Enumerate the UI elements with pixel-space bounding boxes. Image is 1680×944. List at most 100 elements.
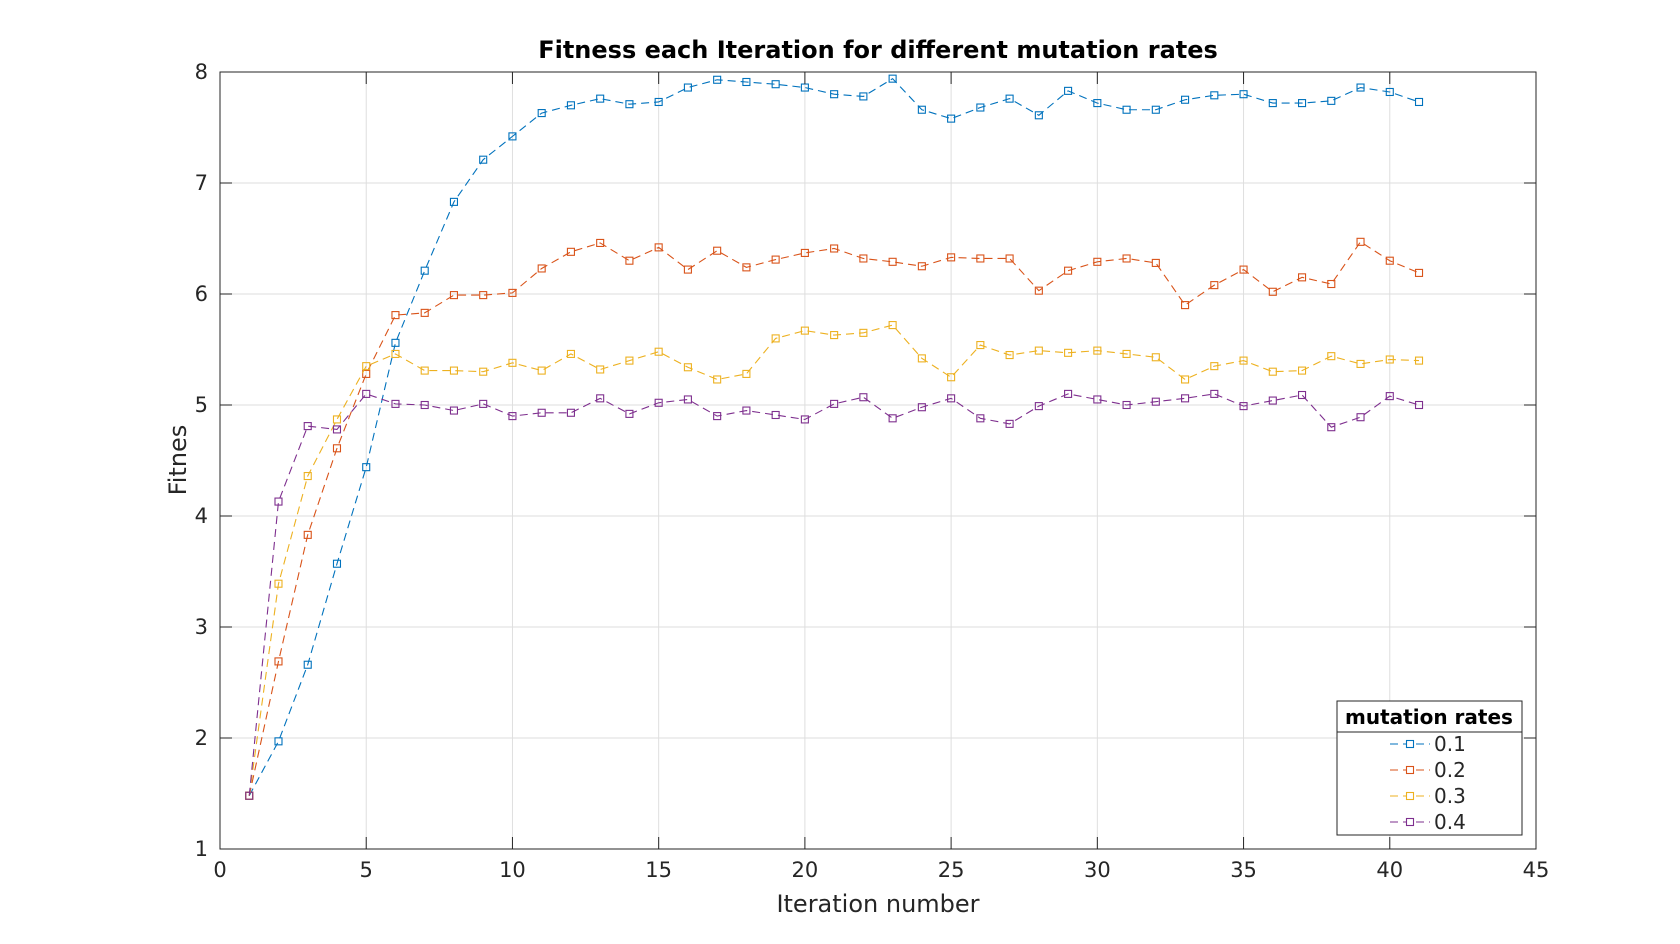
data-point — [1064, 86, 1073, 95]
data-point — [800, 83, 809, 92]
data-point — [1151, 397, 1160, 406]
data-point — [596, 94, 605, 103]
data-point — [1093, 395, 1102, 404]
data-point — [800, 248, 809, 257]
data-point — [537, 408, 546, 417]
data-point — [625, 409, 634, 418]
data-point — [771, 334, 780, 343]
data-point — [771, 255, 780, 264]
series-0.2 — [245, 237, 1424, 800]
data-point — [420, 400, 429, 410]
legend-swatch-marker — [1405, 739, 1415, 749]
data-point — [1210, 362, 1219, 371]
data-point — [976, 254, 985, 263]
data-point — [1297, 390, 1307, 400]
data-point — [537, 366, 546, 375]
legend-swatch-marker — [1405, 765, 1415, 775]
legend-entry: 0.3 — [1390, 784, 1466, 808]
series-line — [248, 77, 1420, 796]
data-point — [917, 354, 926, 363]
data-point — [508, 288, 517, 297]
data-point — [508, 132, 517, 141]
data-point — [654, 398, 663, 407]
data-point — [1414, 356, 1424, 365]
data-point — [1005, 254, 1014, 263]
x-tick-label: 5 — [360, 858, 373, 882]
data-point — [654, 243, 663, 252]
data-point — [771, 80, 780, 89]
data-point — [1385, 256, 1394, 265]
data-point — [1356, 413, 1365, 422]
legend-entries: 0.10.20.30.4 — [1390, 732, 1466, 834]
data-point — [303, 660, 312, 669]
data-point — [479, 155, 488, 164]
data-point — [332, 559, 342, 568]
data-point — [274, 579, 283, 588]
data-point — [449, 366, 459, 375]
data-point — [947, 114, 956, 123]
data-point — [1268, 396, 1277, 405]
y-tick-label: 5 — [195, 393, 208, 417]
data-point — [1034, 402, 1043, 411]
data-point — [683, 363, 692, 372]
data-point — [800, 415, 809, 424]
data-point — [303, 530, 312, 539]
x-tick-label: 0 — [213, 858, 226, 882]
data-point — [976, 414, 985, 423]
data-point — [917, 105, 926, 114]
data-point — [1297, 273, 1307, 282]
data-point — [800, 326, 809, 335]
data-point — [596, 238, 605, 247]
data-point — [1327, 423, 1336, 432]
data-point — [391, 338, 400, 347]
data-point — [947, 394, 956, 403]
data-point — [888, 414, 897, 423]
data-point — [1122, 400, 1131, 410]
series-layer — [245, 74, 1424, 800]
data-point — [683, 83, 692, 92]
data-point — [508, 412, 517, 421]
y-axis-label: Fitnes — [164, 425, 192, 496]
data-point — [303, 422, 312, 431]
data-point — [1327, 279, 1336, 289]
data-point — [303, 471, 312, 481]
data-point — [274, 497, 283, 506]
data-point — [362, 389, 371, 398]
data-point — [1034, 346, 1043, 355]
legend-entry: 0.4 — [1390, 810, 1466, 834]
data-point — [859, 393, 868, 402]
data-point — [508, 358, 517, 367]
data-point — [479, 291, 488, 300]
data-point — [1093, 99, 1102, 108]
legend-label: 0.4 — [1434, 810, 1466, 834]
data-point — [654, 97, 663, 107]
data-point — [274, 737, 283, 746]
data-point — [1356, 237, 1365, 246]
x-tick-label: 35 — [1230, 858, 1257, 882]
y-tick-label: 3 — [195, 615, 208, 639]
data-point — [1122, 105, 1131, 114]
data-point — [391, 399, 400, 408]
data-point — [537, 109, 546, 118]
data-point — [1122, 349, 1131, 358]
data-point — [1239, 356, 1248, 365]
data-point — [713, 246, 722, 255]
data-point — [420, 308, 429, 317]
data-point — [625, 100, 634, 109]
data-point — [1268, 287, 1277, 296]
series-0.1 — [245, 74, 1424, 800]
data-point — [859, 254, 868, 263]
data-point — [391, 349, 400, 358]
data-point — [332, 415, 342, 424]
data-point — [742, 406, 751, 415]
x-axis-label: Iteration number — [776, 890, 979, 918]
data-point — [683, 265, 692, 274]
data-point — [830, 331, 839, 340]
data-point — [830, 90, 839, 99]
data-point — [1297, 366, 1307, 375]
data-point — [449, 291, 459, 300]
data-point — [742, 369, 751, 378]
data-point — [1064, 348, 1073, 357]
data-point — [537, 264, 546, 273]
